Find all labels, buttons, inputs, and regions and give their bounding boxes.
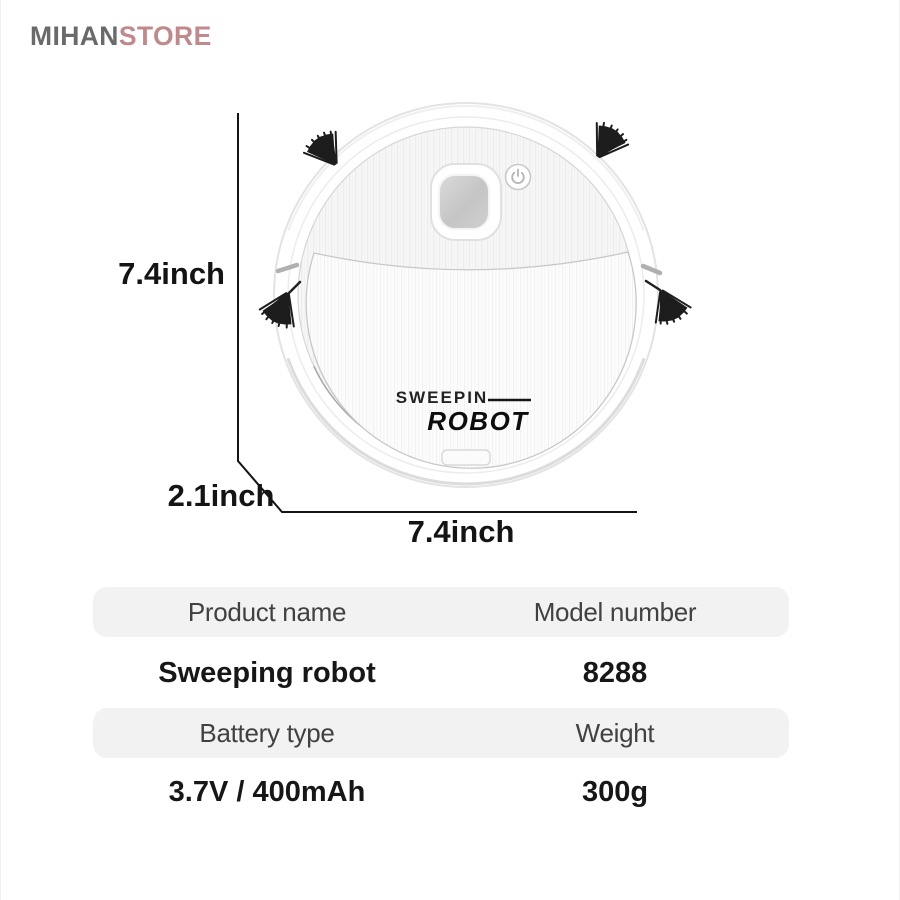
spec-header-row-2: Battery type Weight	[93, 708, 789, 758]
bumper-mark-right	[640, 263, 663, 276]
spec-header-product-name: Product name	[187, 596, 347, 627]
spec-header-model-number: Model number	[533, 596, 697, 627]
spec-value-row-1: Sweeping robot 8288	[93, 650, 789, 696]
dimension-label-width: 7.4inch	[407, 514, 515, 549]
robot-brand-line1: SWEEPIN	[396, 388, 488, 407]
dimension-label-height: 7.4inch	[118, 256, 225, 291]
spec-value-product-name: Sweeping robot	[158, 657, 376, 689]
bumper-mark-left	[275, 262, 300, 274]
spec-table: Product name Model number Sweeping robot…	[93, 587, 789, 822]
brand-logo-part-rose: STORE	[118, 21, 212, 51]
spec-header-battery-type: Battery type	[199, 717, 335, 748]
spec-value-model-number: 8288	[582, 657, 648, 689]
spec-header-weight: Weight	[575, 717, 655, 748]
dimension-label-depth: 2.1inch	[167, 478, 275, 513]
cover-notch	[441, 449, 491, 466]
power-button-icon	[504, 163, 532, 191]
spec-header-row-1: Product name Model number	[93, 587, 789, 637]
side-brush-left-icon	[255, 280, 307, 333]
spec-value-row-2: 3.7V / 400mAh 300g	[93, 769, 789, 815]
brand-logo-part-gray: MIHAN	[30, 21, 119, 51]
robot-vacuum-illustration: SWEEPIN ROBOT	[237, 102, 695, 513]
dimension-line	[237, 113, 637, 513]
spec-value-weight: 300g	[581, 776, 649, 808]
side-brush-right-icon	[643, 279, 695, 330]
camera-sensor-icon	[430, 163, 502, 241]
brand-logo: MIHANSTORE	[30, 21, 212, 52]
robot-front-cover	[305, 251, 637, 469]
spec-value-battery-type: 3.7V / 400mAh	[168, 776, 366, 808]
robot-brand-line2: ROBOT	[427, 406, 529, 436]
